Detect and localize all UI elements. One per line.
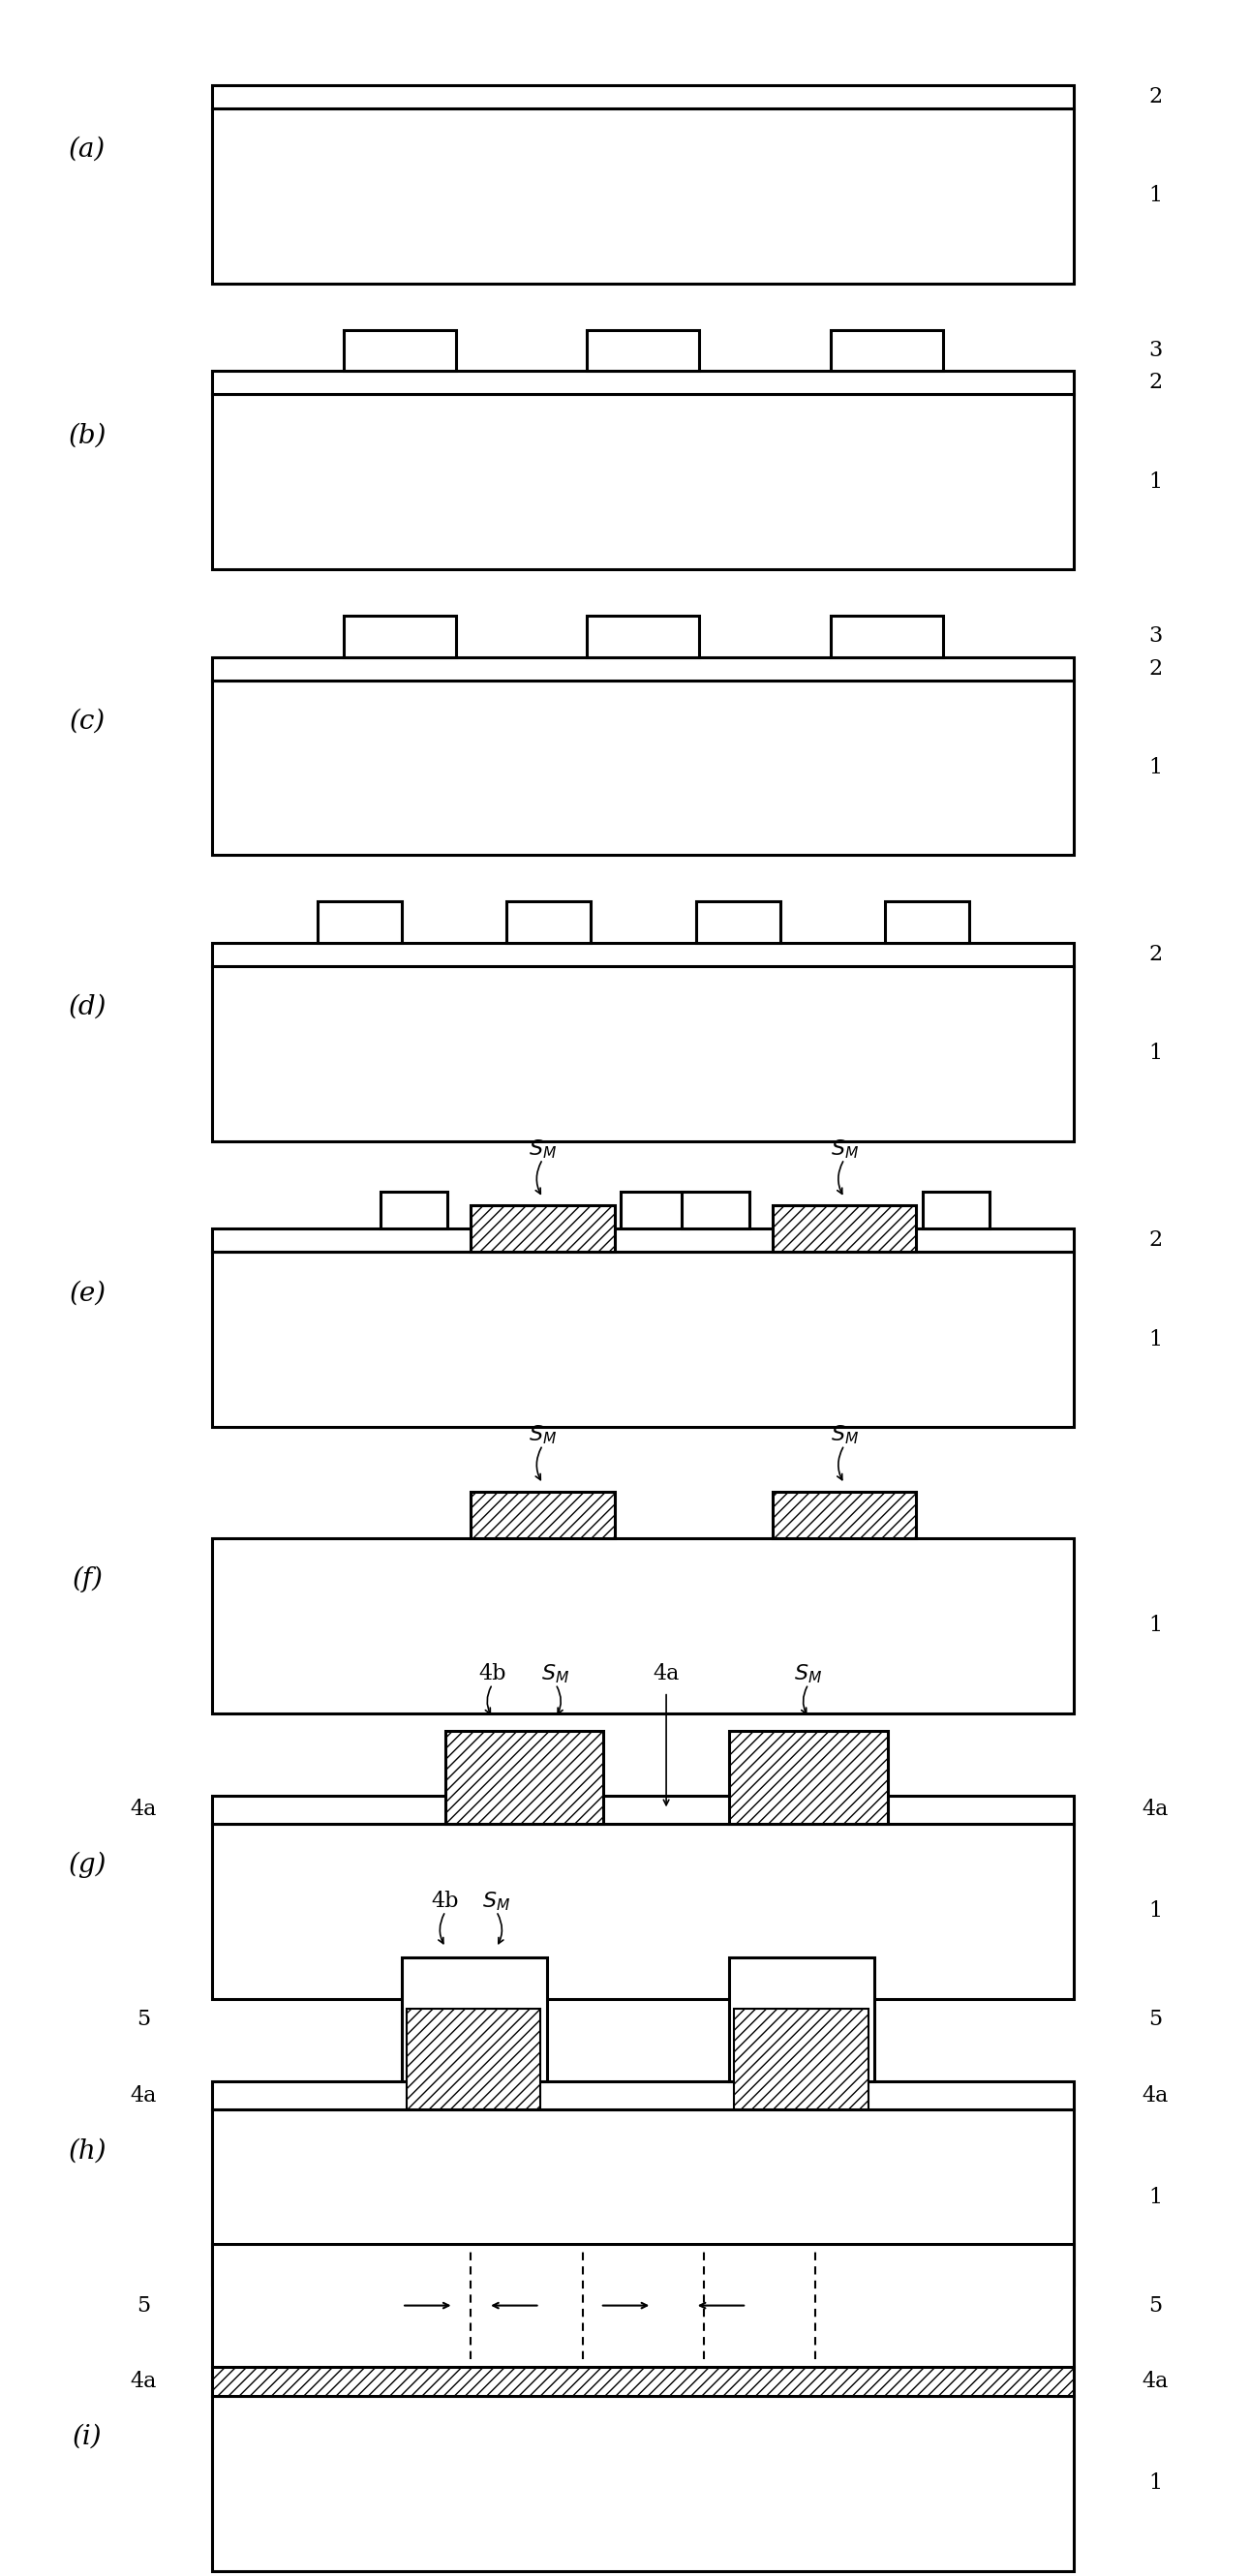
- Text: 4a: 4a: [130, 1798, 157, 1821]
- Bar: [343, 330, 456, 371]
- Text: 4a: 4a: [130, 2370, 157, 2393]
- Bar: [733, 2009, 868, 2110]
- Text: (f): (f): [72, 1566, 102, 1592]
- Bar: [212, 85, 1074, 108]
- Text: 2: 2: [1149, 657, 1162, 680]
- Bar: [212, 2110, 1074, 2285]
- Text: 3: 3: [1148, 340, 1163, 361]
- Bar: [587, 330, 699, 371]
- Bar: [471, 1206, 615, 1252]
- Bar: [212, 1538, 1074, 1713]
- Text: 1: 1: [1149, 1615, 1162, 1636]
- Text: 2: 2: [1149, 371, 1162, 394]
- Text: 1: 1: [1149, 2187, 1162, 2208]
- Text: $S_M$: $S_M$: [528, 1425, 557, 1445]
- Bar: [696, 902, 779, 943]
- Bar: [682, 1193, 749, 1229]
- Bar: [729, 1958, 874, 2081]
- Bar: [212, 943, 1074, 966]
- Bar: [212, 2396, 1074, 2571]
- Bar: [729, 1731, 887, 1824]
- Text: (g): (g): [69, 1852, 106, 1878]
- Bar: [506, 902, 591, 943]
- Text: (c): (c): [70, 708, 105, 734]
- Bar: [212, 371, 1074, 394]
- Bar: [212, 2081, 1074, 2110]
- Bar: [212, 680, 1074, 855]
- Text: (d): (d): [69, 994, 106, 1020]
- Text: (b): (b): [69, 422, 106, 448]
- Bar: [317, 902, 402, 943]
- Bar: [212, 1795, 1074, 1824]
- Bar: [212, 2244, 1074, 2367]
- Bar: [445, 1731, 603, 1824]
- Bar: [922, 1193, 989, 1229]
- Text: 4b: 4b: [432, 1891, 460, 1911]
- Bar: [212, 2367, 1074, 2396]
- Bar: [772, 1206, 916, 1252]
- Bar: [380, 1193, 448, 1229]
- Text: $S_M$: $S_M$: [542, 1662, 570, 1685]
- Bar: [831, 330, 943, 371]
- Text: 5: 5: [1149, 2009, 1162, 2030]
- Text: 4b: 4b: [478, 1664, 506, 1685]
- Bar: [212, 1229, 1074, 1252]
- Bar: [471, 1492, 615, 1538]
- Bar: [884, 902, 969, 943]
- Text: $S_M$: $S_M$: [794, 1662, 823, 1685]
- Text: (h): (h): [69, 2138, 106, 2164]
- Text: 1: 1: [1149, 185, 1162, 206]
- Text: 2: 2: [1149, 85, 1162, 108]
- Bar: [212, 657, 1074, 680]
- Bar: [212, 394, 1074, 569]
- Text: 1: 1: [1149, 1901, 1162, 1922]
- Text: 5: 5: [137, 2009, 150, 2030]
- Text: $S_M$: $S_M$: [528, 1139, 557, 1159]
- Bar: [831, 616, 943, 657]
- Text: $S_M$: $S_M$: [831, 1139, 858, 1159]
- Text: 4a: 4a: [130, 2084, 157, 2107]
- Text: (i): (i): [72, 2424, 102, 2450]
- Text: 2: 2: [1149, 943, 1162, 966]
- Text: 3: 3: [1148, 626, 1163, 647]
- Bar: [212, 966, 1074, 1141]
- Text: 5: 5: [1149, 2295, 1162, 2316]
- Text: 4a: 4a: [1142, 2084, 1169, 2107]
- Text: 1: 1: [1149, 471, 1162, 492]
- Text: $S_M$: $S_M$: [831, 1425, 858, 1445]
- Text: 4a: 4a: [1142, 2370, 1169, 2393]
- Text: $S_M$: $S_M$: [482, 1891, 511, 1911]
- Bar: [621, 1193, 688, 1229]
- Text: (a): (a): [69, 137, 106, 162]
- Text: 4a: 4a: [653, 1664, 679, 1685]
- Bar: [772, 1492, 916, 1538]
- Text: 5: 5: [137, 2295, 150, 2316]
- Text: 1: 1: [1149, 1329, 1162, 1350]
- Text: (e): (e): [69, 1280, 106, 1306]
- Text: 2: 2: [1149, 1229, 1162, 1252]
- Bar: [212, 108, 1074, 283]
- Bar: [406, 2009, 541, 2110]
- Bar: [587, 616, 699, 657]
- Text: 1: 1: [1149, 2473, 1162, 2494]
- Text: 1: 1: [1149, 1043, 1162, 1064]
- Bar: [402, 1958, 547, 2081]
- Bar: [212, 1824, 1074, 1999]
- Bar: [343, 616, 456, 657]
- Text: 1: 1: [1149, 757, 1162, 778]
- Text: 4a: 4a: [1142, 1798, 1169, 1821]
- Bar: [212, 1252, 1074, 1427]
